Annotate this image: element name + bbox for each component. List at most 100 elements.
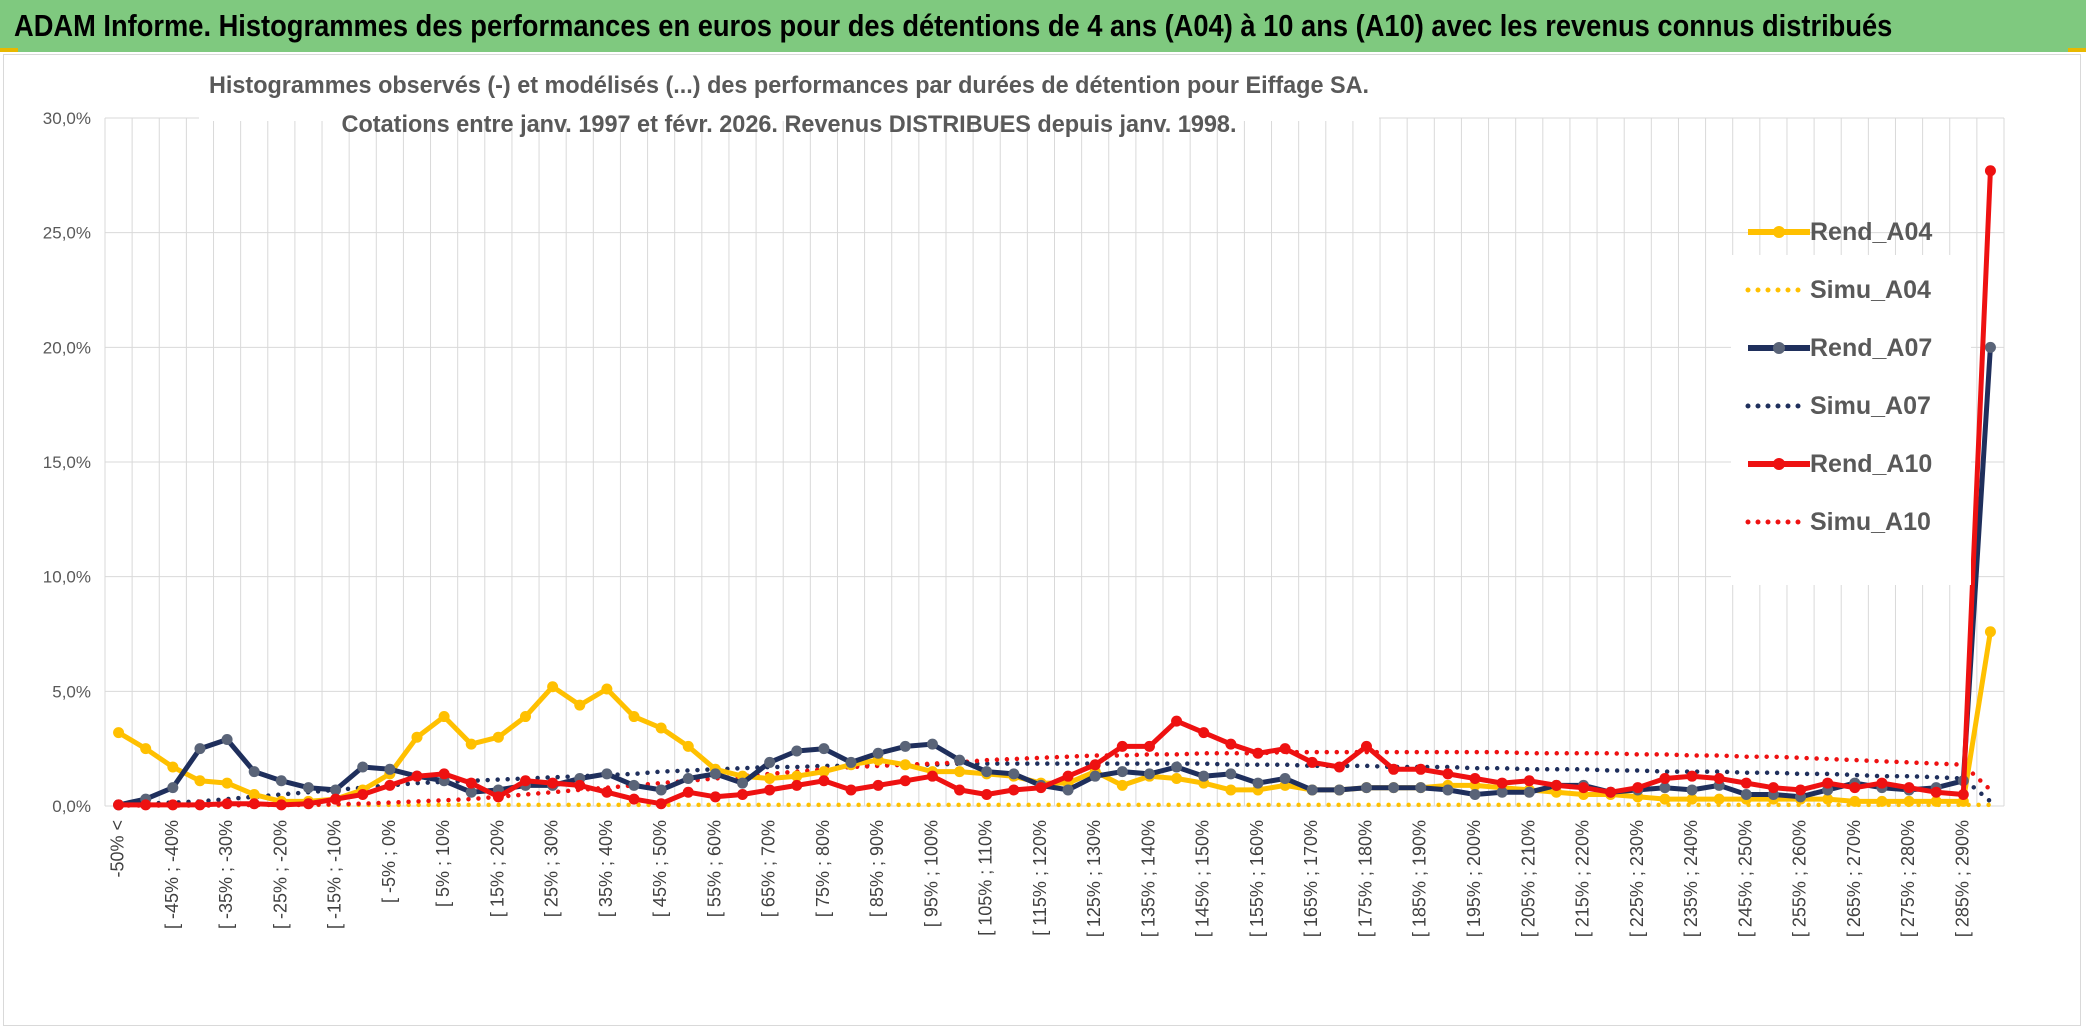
data-point bbox=[926, 738, 938, 750]
data-point bbox=[1849, 782, 1861, 794]
data-point bbox=[384, 763, 396, 775]
y-tick-label: 20,0% bbox=[43, 338, 91, 357]
data-point bbox=[1143, 740, 1155, 752]
legend-label: Rend_A04 bbox=[1810, 218, 1932, 246]
data-point bbox=[1415, 763, 1427, 775]
data-point bbox=[1578, 782, 1590, 794]
x-tick-label: [ 15% ; 20% bbox=[487, 820, 507, 917]
data-point bbox=[1659, 782, 1671, 794]
data-point bbox=[221, 798, 233, 810]
x-tick-label: [ 205% ; 210% bbox=[1518, 820, 1538, 937]
data-point bbox=[465, 786, 477, 798]
data-point bbox=[1876, 777, 1888, 789]
data-point bbox=[818, 775, 830, 787]
data-point bbox=[194, 799, 206, 811]
data-point bbox=[1740, 789, 1752, 801]
data-point bbox=[1957, 789, 1969, 801]
x-tick-label: [ -35% ; -30% bbox=[216, 820, 236, 929]
x-tick-label: [ 155% ; 160% bbox=[1247, 820, 1267, 937]
data-point bbox=[140, 799, 152, 811]
performance-histogram-chart: 0,0% 5,0% 10,0% 15,0% 20,0% 25,0% 30,0% -50% < [… bbox=[43, 61, 2005, 937]
data-point bbox=[1062, 770, 1074, 782]
data-point bbox=[1225, 768, 1237, 780]
data-point bbox=[601, 786, 613, 798]
legend-item: Simu_A04 bbox=[1745, 276, 1931, 304]
data-point bbox=[1984, 165, 1996, 177]
data-point bbox=[275, 799, 287, 811]
data-point bbox=[1849, 795, 1861, 807]
data-point bbox=[1116, 779, 1128, 791]
data-point bbox=[791, 779, 803, 791]
data-point bbox=[357, 761, 369, 773]
data-point bbox=[1008, 784, 1020, 796]
data-point bbox=[1686, 770, 1698, 782]
data-point bbox=[1171, 772, 1183, 784]
data-point bbox=[818, 743, 830, 755]
data-point bbox=[1198, 770, 1210, 782]
data-point bbox=[519, 775, 531, 787]
legend-label: Simu_A07 bbox=[1810, 392, 1931, 420]
data-point bbox=[330, 793, 342, 805]
data-point bbox=[845, 756, 857, 768]
x-tick-label: [ 215% ; 220% bbox=[1573, 820, 1593, 937]
data-point bbox=[764, 784, 776, 796]
x-axis: -50% < [ -45% ; -40% [ -35% ; -30% [ -25% ;… bbox=[108, 820, 1973, 937]
data-point bbox=[547, 681, 559, 693]
data-point bbox=[167, 782, 179, 794]
data-point bbox=[1225, 738, 1237, 750]
data-point bbox=[709, 768, 721, 780]
data-point bbox=[275, 775, 287, 787]
data-point bbox=[954, 784, 966, 796]
x-tick-label: [ 125% ; 130% bbox=[1084, 820, 1104, 937]
data-point bbox=[628, 779, 640, 791]
data-point bbox=[1496, 777, 1508, 789]
legend-marker bbox=[1773, 342, 1785, 354]
data-point bbox=[981, 789, 993, 801]
data-point bbox=[682, 740, 694, 752]
data-point bbox=[954, 766, 966, 778]
x-tick-label: [ 255% ; 260% bbox=[1790, 820, 1810, 937]
data-point bbox=[1035, 782, 1047, 794]
data-point bbox=[872, 779, 884, 791]
data-point bbox=[113, 727, 125, 739]
data-point bbox=[1713, 772, 1725, 784]
y-tick-label: 25,0% bbox=[43, 224, 91, 243]
data-point bbox=[981, 766, 993, 778]
legend-marker bbox=[1773, 458, 1785, 470]
data-point bbox=[1415, 782, 1427, 794]
report-banner: ADAM Informe. Histogrammes des performan… bbox=[0, 0, 2086, 52]
data-point bbox=[1903, 782, 1915, 794]
data-point bbox=[764, 756, 776, 768]
data-point bbox=[248, 798, 260, 810]
data-point bbox=[1388, 782, 1400, 794]
data-point bbox=[601, 768, 613, 780]
legend-item: Rend_A07 bbox=[1748, 334, 1932, 362]
data-point bbox=[1279, 772, 1291, 784]
report-title: ADAM Informe. Histogrammes des performan… bbox=[14, 8, 1893, 43]
data-point bbox=[709, 791, 721, 803]
legend-item: Simu_A10 bbox=[1745, 508, 1931, 536]
data-point bbox=[1469, 772, 1481, 784]
data-point bbox=[248, 766, 260, 778]
data-point bbox=[1442, 768, 1454, 780]
x-tick-label: [ 135% ; 140% bbox=[1138, 820, 1158, 937]
data-point bbox=[465, 738, 477, 750]
data-point bbox=[926, 770, 938, 782]
data-point bbox=[1252, 777, 1264, 789]
data-point bbox=[1089, 759, 1101, 771]
data-point bbox=[764, 772, 776, 784]
data-point bbox=[737, 789, 749, 801]
data-point bbox=[1686, 793, 1698, 805]
data-point bbox=[1659, 793, 1671, 805]
data-point bbox=[791, 745, 803, 757]
data-point bbox=[1984, 341, 1996, 353]
data-point bbox=[1984, 626, 1996, 638]
data-point bbox=[1930, 786, 1942, 798]
x-tick-label: [ 65% ; 70% bbox=[759, 820, 779, 917]
data-point bbox=[574, 779, 586, 791]
x-tick-label: [ 75% ; 80% bbox=[813, 820, 833, 917]
y-tick-label: 10,0% bbox=[43, 568, 91, 587]
data-point bbox=[411, 731, 423, 743]
data-point bbox=[1713, 793, 1725, 805]
chart-title-line2: Cotations entre janv. 1997 et févr. 2026… bbox=[342, 111, 1237, 138]
